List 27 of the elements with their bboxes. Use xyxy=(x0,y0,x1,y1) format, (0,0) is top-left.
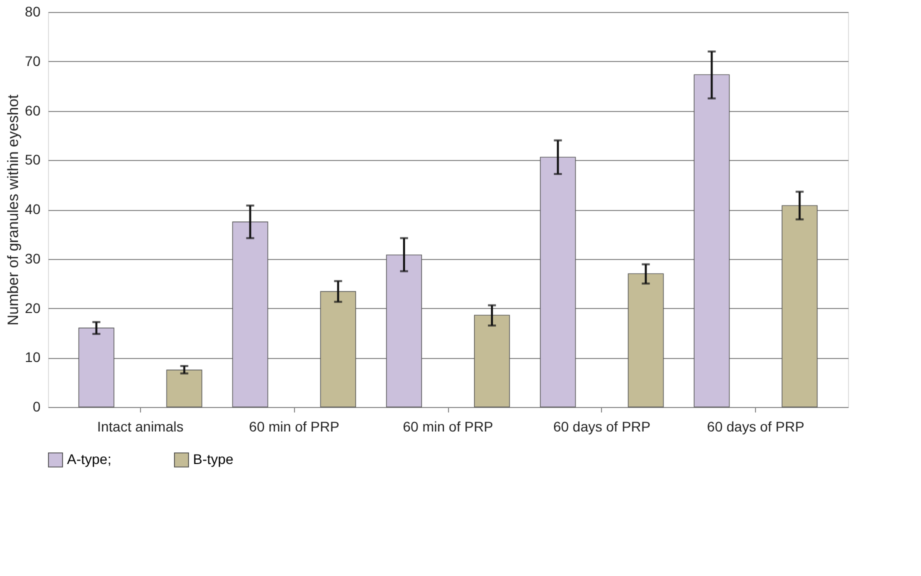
bar xyxy=(540,156,576,408)
x-tick-label: 60 min of PRP xyxy=(402,418,494,434)
bar xyxy=(782,205,818,408)
x-tick-label: 60 days of PRP xyxy=(707,418,804,434)
legend-label: B-type xyxy=(193,450,234,467)
bar xyxy=(232,221,268,408)
bar xyxy=(474,314,510,408)
bar xyxy=(166,370,202,408)
y-tick-label: 30 xyxy=(24,250,41,266)
y-tick-label: 40 xyxy=(24,201,41,217)
y-tick-label: 50 xyxy=(24,152,41,168)
y-tick-label: 70 xyxy=(24,52,41,69)
y-tick-label: 80 xyxy=(24,4,41,20)
bar xyxy=(320,291,356,408)
bar xyxy=(694,74,730,408)
bar xyxy=(78,328,114,408)
x-tick-label: Intact animals xyxy=(97,418,184,434)
y-tick-label: 60 xyxy=(24,102,41,118)
bar xyxy=(386,254,422,408)
y-tick-label: 20 xyxy=(24,300,41,316)
y-axis-title: Number of granules within eyeshot xyxy=(4,94,22,326)
y-tick-label: 10 xyxy=(24,349,41,366)
legend-label: A-type; xyxy=(67,450,112,467)
bar xyxy=(628,273,664,408)
y-tick-label: 0 xyxy=(32,398,41,414)
x-tick-label: 60 days of PRP xyxy=(553,418,650,434)
x-tick-label: 60 min of PRP xyxy=(249,418,340,434)
